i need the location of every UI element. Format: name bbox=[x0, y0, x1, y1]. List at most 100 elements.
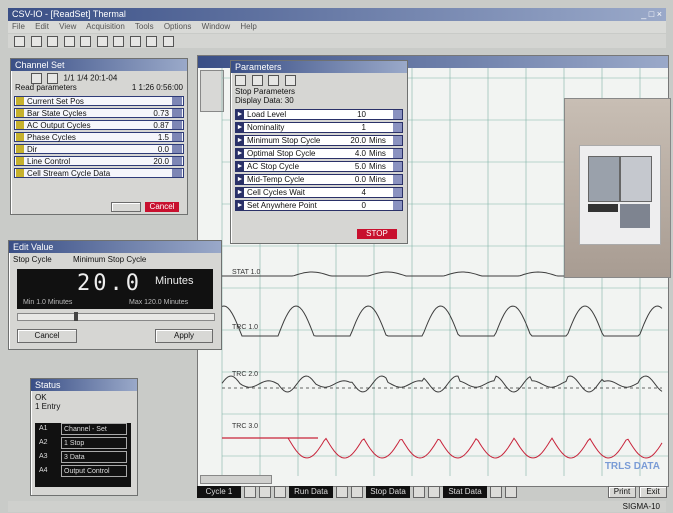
edit-icon[interactable] bbox=[393, 188, 402, 197]
exit-button[interactable]: Exit bbox=[639, 486, 667, 498]
table-row[interactable]: ► Load Level 10 bbox=[235, 109, 403, 120]
table-row[interactable]: ► Minimum Stop Cycle 20.0 Mins bbox=[235, 135, 403, 146]
save-icon[interactable] bbox=[47, 36, 59, 48]
edit-icon[interactable] bbox=[172, 97, 182, 105]
chart-hscroll[interactable] bbox=[200, 475, 272, 484]
undo-icon[interactable] bbox=[113, 36, 125, 48]
strip-box-4[interactable]: Stat Data bbox=[443, 486, 487, 498]
channel-list-header: Read parameters 1 1:26 0:56:00 bbox=[15, 83, 183, 92]
edit-icon[interactable] bbox=[393, 162, 402, 171]
menu-tools[interactable]: Tools bbox=[134, 22, 154, 31]
edit-icon[interactable] bbox=[172, 145, 182, 153]
trace-2 bbox=[221, 305, 663, 337]
edit-dialog-titlebar: Edit Value bbox=[9, 241, 221, 253]
help-icon[interactable] bbox=[162, 36, 174, 48]
strip-prev-button[interactable] bbox=[336, 486, 348, 498]
menu-help[interactable]: Help bbox=[240, 22, 257, 31]
list-item[interactable]: Bar State Cycles 0.73 bbox=[14, 108, 184, 118]
edit-icon[interactable] bbox=[172, 169, 182, 177]
copy-icon[interactable] bbox=[80, 36, 92, 48]
strip-box-2[interactable]: Run Data bbox=[289, 486, 333, 498]
window-controls[interactable]: _ □ × bbox=[641, 9, 662, 19]
cut-icon[interactable] bbox=[63, 36, 75, 48]
strip-box-1[interactable]: Cycle 1 bbox=[197, 486, 241, 498]
status-row: A1 Channel - Set bbox=[35, 423, 131, 435]
table-row[interactable]: ► Nominality 1 bbox=[235, 122, 403, 133]
check-icon[interactable] bbox=[16, 133, 24, 141]
check-icon[interactable] bbox=[16, 121, 24, 129]
strip-next-button[interactable] bbox=[428, 486, 440, 498]
value-slider[interactable] bbox=[17, 312, 215, 321]
copy-icon[interactable] bbox=[251, 75, 263, 87]
zoom-icon[interactable] bbox=[129, 36, 141, 48]
edit-icon[interactable] bbox=[393, 175, 402, 184]
channel-list-aux-button[interactable] bbox=[111, 202, 141, 212]
strip-prev-button[interactable] bbox=[490, 486, 502, 498]
parameter-stop-button[interactable]: STOP bbox=[357, 229, 397, 239]
edit-icon[interactable] bbox=[172, 157, 182, 165]
chart-traces bbox=[221, 271, 663, 459]
list-item[interactable]: AC Output Cycles 0.87 bbox=[14, 120, 184, 130]
slider-thumb[interactable] bbox=[74, 312, 78, 321]
menu-view[interactable]: View bbox=[59, 22, 77, 31]
strip-box-3[interactable]: Stop Data bbox=[366, 486, 410, 498]
chart-icon[interactable] bbox=[268, 75, 280, 87]
menu-acquisition[interactable]: Acquisition bbox=[86, 22, 125, 31]
strip-next-button[interactable] bbox=[505, 486, 517, 498]
edit-apply-button[interactable]: Apply bbox=[155, 329, 213, 343]
status-right: SIGMA-10 bbox=[622, 502, 660, 511]
strip-zoom-button[interactable] bbox=[274, 486, 286, 498]
strip-next-button[interactable] bbox=[351, 486, 363, 498]
chart-tabs[interactable] bbox=[200, 70, 224, 112]
check-icon[interactable] bbox=[16, 169, 24, 177]
status-window: Status OK 1 Entry A1 Channel - Set A2 1 … bbox=[30, 378, 138, 496]
save-icon[interactable] bbox=[284, 75, 296, 87]
table-row[interactable]: ► Set Anywhere Point 0 bbox=[235, 200, 403, 211]
status-row: A2 1 Stop bbox=[35, 437, 131, 449]
check-icon[interactable] bbox=[16, 109, 24, 117]
chart-watermark: TRLS DATA bbox=[604, 461, 660, 472]
parameter-rows: ► Load Level 10 ► Nominality 1 ► Minimum Stop… bbox=[231, 109, 407, 211]
check-icon[interactable] bbox=[16, 157, 24, 165]
print-button[interactable]: Print bbox=[608, 486, 636, 498]
edit-dialog: Edit Value Stop Cycle Minimum Stop Cycle… bbox=[8, 240, 222, 350]
edit-icon[interactable] bbox=[393, 149, 402, 158]
list-item[interactable]: Dir 0.0 bbox=[14, 144, 184, 154]
edit-cancel-button[interactable]: Cancel bbox=[17, 329, 77, 343]
edit-icon[interactable] bbox=[393, 110, 402, 119]
edit-icon[interactable] bbox=[393, 123, 402, 132]
edit-icon[interactable] bbox=[172, 109, 182, 117]
strip-prev-button[interactable] bbox=[413, 486, 425, 498]
grid-icon[interactable] bbox=[31, 73, 42, 84]
new-icon[interactable] bbox=[14, 36, 25, 48]
open-icon[interactable] bbox=[30, 36, 42, 48]
list-item[interactable]: Line Control 20.0 bbox=[14, 156, 184, 166]
menu-edit[interactable]: Edit bbox=[35, 22, 49, 31]
menu-file[interactable]: File bbox=[12, 22, 25, 31]
menu-window[interactable]: Window bbox=[201, 22, 231, 31]
strip-prev-button[interactable] bbox=[244, 486, 256, 498]
value-display: 20.0 Minutes Min 1.0 Minutes Max 120.0 M… bbox=[17, 269, 213, 309]
list-item[interactable]: Cell Stream Cycle Data bbox=[14, 168, 184, 178]
edit-icon[interactable] bbox=[393, 136, 402, 145]
strip-next-button[interactable] bbox=[259, 486, 271, 498]
list-item[interactable]: Current Set Pos bbox=[14, 96, 184, 106]
edit-icon[interactable] bbox=[172, 121, 182, 129]
list-item[interactable]: Phase Cycles 1.5 bbox=[14, 132, 184, 142]
list-icon[interactable] bbox=[47, 73, 59, 84]
print-icon[interactable] bbox=[235, 75, 246, 87]
edit-icon[interactable] bbox=[172, 133, 182, 141]
channel-list-cancel-button[interactable]: Cancel bbox=[145, 202, 179, 212]
print-icon[interactable] bbox=[146, 36, 158, 48]
table-row[interactable]: ► Optimal Stop Cycle 4.0 Mins bbox=[235, 148, 403, 159]
table-row[interactable]: ► Mid-Temp Cycle 0.0 Mins bbox=[235, 174, 403, 185]
edit-icon[interactable] bbox=[393, 201, 402, 210]
paste-icon[interactable] bbox=[96, 36, 108, 48]
app-title: CSV-IO - [ReadSet] Thermal bbox=[12, 9, 126, 19]
check-icon[interactable] bbox=[16, 97, 24, 105]
check-icon[interactable] bbox=[16, 145, 24, 153]
table-row[interactable]: ► AC Stop Cycle 5.0 Mins bbox=[235, 161, 403, 172]
table-row[interactable]: ► Cell Cycles Wait 4 bbox=[235, 187, 403, 198]
channel-list-titlebar: Channel Set bbox=[11, 59, 187, 71]
menu-options[interactable]: Options bbox=[163, 22, 192, 31]
